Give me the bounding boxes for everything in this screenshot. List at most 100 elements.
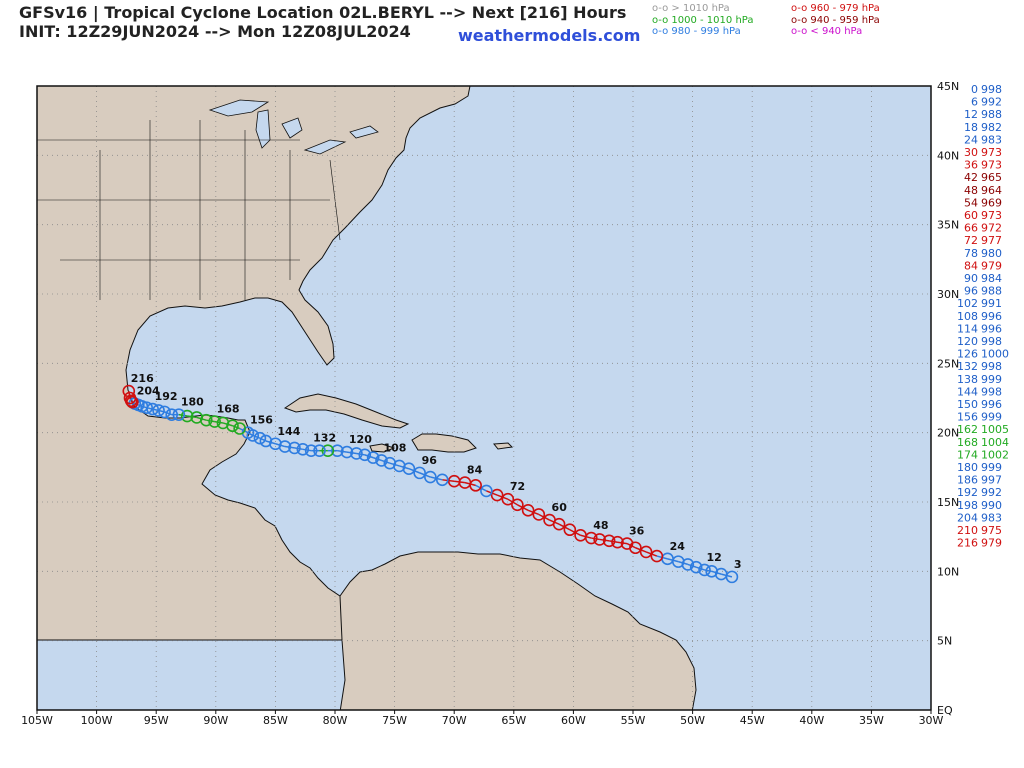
track-hour-label: 156 — [250, 414, 273, 427]
table-hour: 180 — [957, 461, 978, 474]
track-segment — [372, 456, 382, 462]
lon-tick-label: 35W — [859, 714, 884, 727]
track-hour-label: 216 — [131, 372, 154, 385]
table-pressure: 979 — [981, 537, 1002, 550]
lon-tick-label: 45W — [740, 714, 765, 727]
table-pressure: 992 — [981, 96, 1002, 109]
lon-tick-label: 60W — [561, 714, 586, 727]
track-point — [689, 560, 703, 574]
lon-tick-label: 90W — [203, 714, 228, 727]
track-segment — [381, 459, 391, 464]
track-point — [639, 545, 653, 559]
table-pressure: 973 — [981, 209, 1002, 222]
table-pressure: 996 — [981, 398, 1002, 411]
table-pressure: 969 — [981, 196, 1002, 209]
track-segment — [141, 405, 147, 409]
site-watermark[interactable]: weathermodels.com — [458, 26, 641, 45]
track-segment — [164, 411, 172, 416]
track-point — [216, 416, 230, 430]
lon-tick-label: 30W — [919, 714, 944, 727]
track-segment — [356, 452, 365, 456]
legend-lt940: o-o < 940 hPa — [791, 26, 863, 37]
track-point — [698, 563, 711, 577]
track-point — [259, 434, 273, 448]
track-segment — [214, 420, 224, 424]
lat-tick-label: 45N — [937, 80, 959, 93]
track-point — [490, 488, 504, 502]
table-pressure: 984 — [981, 272, 1002, 285]
track-point — [602, 534, 616, 548]
table-pressure: 992 — [981, 486, 1002, 499]
table-hour: 138 — [957, 373, 978, 386]
table-pressure: 990 — [981, 499, 1002, 512]
track-point — [180, 409, 194, 423]
lon-tick-label: 95W — [144, 714, 169, 727]
puerto-rico-island — [493, 442, 514, 450]
lat-tick-label: 20N — [937, 427, 959, 440]
track-point — [543, 513, 556, 527]
track-segment — [130, 400, 133, 403]
track-point — [331, 444, 344, 457]
table-pressure: 996 — [981, 322, 1002, 335]
state-borders — [37, 120, 341, 300]
table-pressure: 997 — [981, 474, 1002, 487]
track-point — [123, 391, 137, 405]
track-segment — [591, 537, 600, 541]
table-pressure: 998 — [981, 360, 1002, 373]
lat-tick-label: 30N — [937, 288, 959, 301]
storm-track — [122, 384, 739, 584]
map-frame — [36, 85, 932, 711]
track-hour-label: 96 — [422, 454, 438, 467]
table-pressure: 1002 — [981, 448, 1009, 461]
track-point — [480, 484, 493, 498]
track-segment — [687, 563, 697, 568]
table-hour: 210 — [957, 524, 978, 537]
table-hour: 156 — [957, 411, 978, 424]
table-hour: 114 — [957, 322, 978, 335]
track-segment — [302, 448, 312, 452]
table-pressure: 983 — [981, 511, 1002, 524]
track-point — [521, 504, 535, 517]
track-segment — [178, 413, 188, 417]
lat-lon-grid — [37, 86, 931, 710]
table-pressure: 1000 — [981, 348, 1009, 361]
track-point — [501, 492, 515, 506]
lat-tick-label: 15N — [937, 496, 959, 509]
lat-tick-label: EQ — [937, 704, 953, 717]
track-point — [208, 415, 221, 428]
track-point — [574, 528, 587, 542]
hispaniola-island — [411, 433, 477, 453]
track-point — [165, 408, 178, 421]
track-segment — [206, 419, 215, 423]
table-pressure: 980 — [981, 247, 1002, 260]
track-segment — [364, 454, 374, 459]
track-point — [424, 470, 437, 484]
table-pressure: 998 — [981, 385, 1002, 398]
track-hour-label: 3 — [734, 558, 742, 571]
track-point — [611, 535, 624, 549]
lat-tick-label: 25N — [937, 357, 959, 370]
table-hour: 168 — [957, 436, 978, 449]
table-pressure: 972 — [981, 222, 1002, 235]
table-hour: 120 — [957, 335, 978, 348]
table-hour: 198 — [957, 499, 978, 512]
track-hour-label: 84 — [467, 464, 483, 477]
landmasses — [37, 86, 697, 710]
table-pressure: 999 — [981, 373, 1002, 386]
table-pressure: 973 — [981, 146, 1002, 159]
table-hour: 60 — [964, 209, 978, 222]
track-segment — [239, 427, 249, 434]
track-point — [253, 431, 267, 445]
south-america-landmass — [339, 551, 697, 710]
lat-tick-label: 10N — [937, 565, 959, 578]
table-hour: 84 — [964, 259, 978, 272]
track-hour-label: 60 — [552, 501, 568, 514]
table-hour: 96 — [964, 285, 978, 298]
longitude-axis: 105W 100W 95W 90W 85W 80W 75W 70W 65W 60W 55W 50W 45… — [21, 710, 944, 727]
track-point — [321, 444, 335, 457]
table-pressure: 973 — [981, 159, 1002, 172]
track-point — [511, 498, 524, 512]
table-hour: 66 — [964, 222, 978, 235]
